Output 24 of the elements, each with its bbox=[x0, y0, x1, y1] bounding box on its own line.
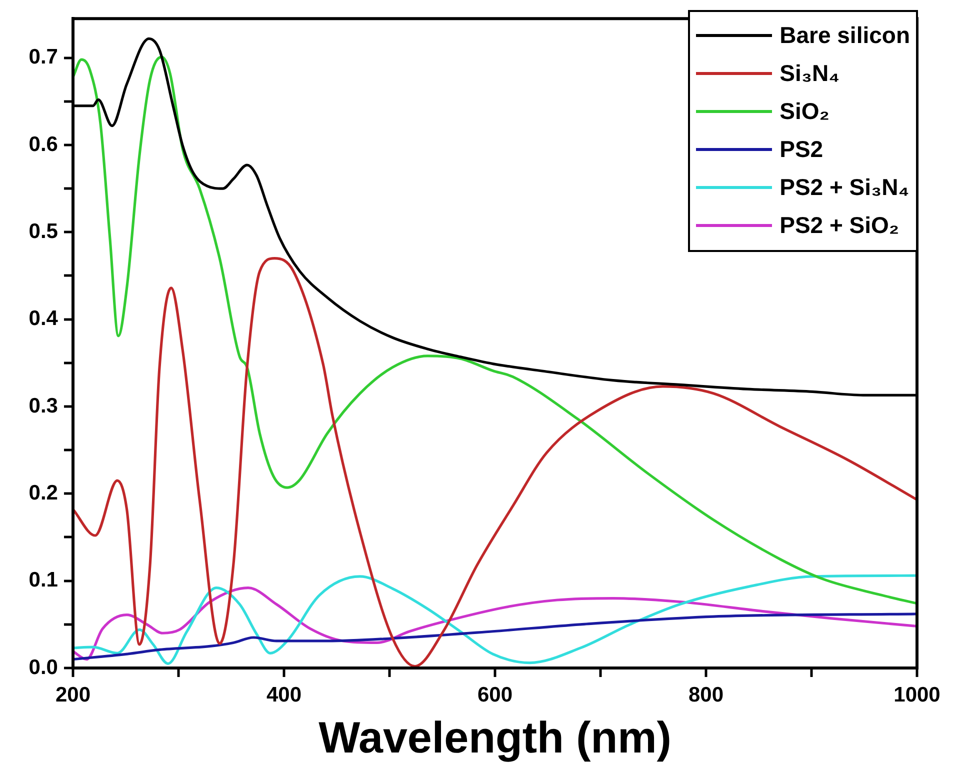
x-axis-title: Wavelength (nm) bbox=[318, 714, 672, 763]
x-tick-label: 800 bbox=[688, 683, 724, 706]
legend-label: SiO₂ bbox=[780, 98, 830, 124]
x-tick-label: 1000 bbox=[894, 683, 940, 706]
line-series bbox=[73, 257, 917, 668]
legend-label: PS2 bbox=[780, 136, 824, 162]
x-tick-label: 400 bbox=[266, 683, 302, 706]
y-tick-label: 0.0 bbox=[28, 656, 58, 679]
x-tick-label: 600 bbox=[477, 683, 513, 706]
y-tick-label: 0.5 bbox=[28, 220, 58, 243]
line-series bbox=[73, 612, 917, 661]
y-tick-label: 0.7 bbox=[28, 46, 58, 69]
line-series bbox=[73, 56, 917, 605]
legend-label: PS2 + Si₃N₄ bbox=[780, 174, 910, 200]
line-series bbox=[73, 574, 917, 665]
y-tick-label: 0.4 bbox=[28, 307, 58, 330]
y-tick-label: 0.2 bbox=[28, 481, 58, 504]
y-tick-label: 0.6 bbox=[28, 132, 58, 156]
legend-label: Bare silicon bbox=[780, 22, 910, 48]
legend-label: PS2 + SiO₂ bbox=[780, 212, 900, 238]
x-tick-label: 200 bbox=[55, 683, 91, 706]
y-tick-label: 0.3 bbox=[28, 394, 58, 418]
y-tick-label: 0.1 bbox=[28, 568, 58, 592]
legend-label: Si₃N₄ bbox=[780, 60, 840, 86]
